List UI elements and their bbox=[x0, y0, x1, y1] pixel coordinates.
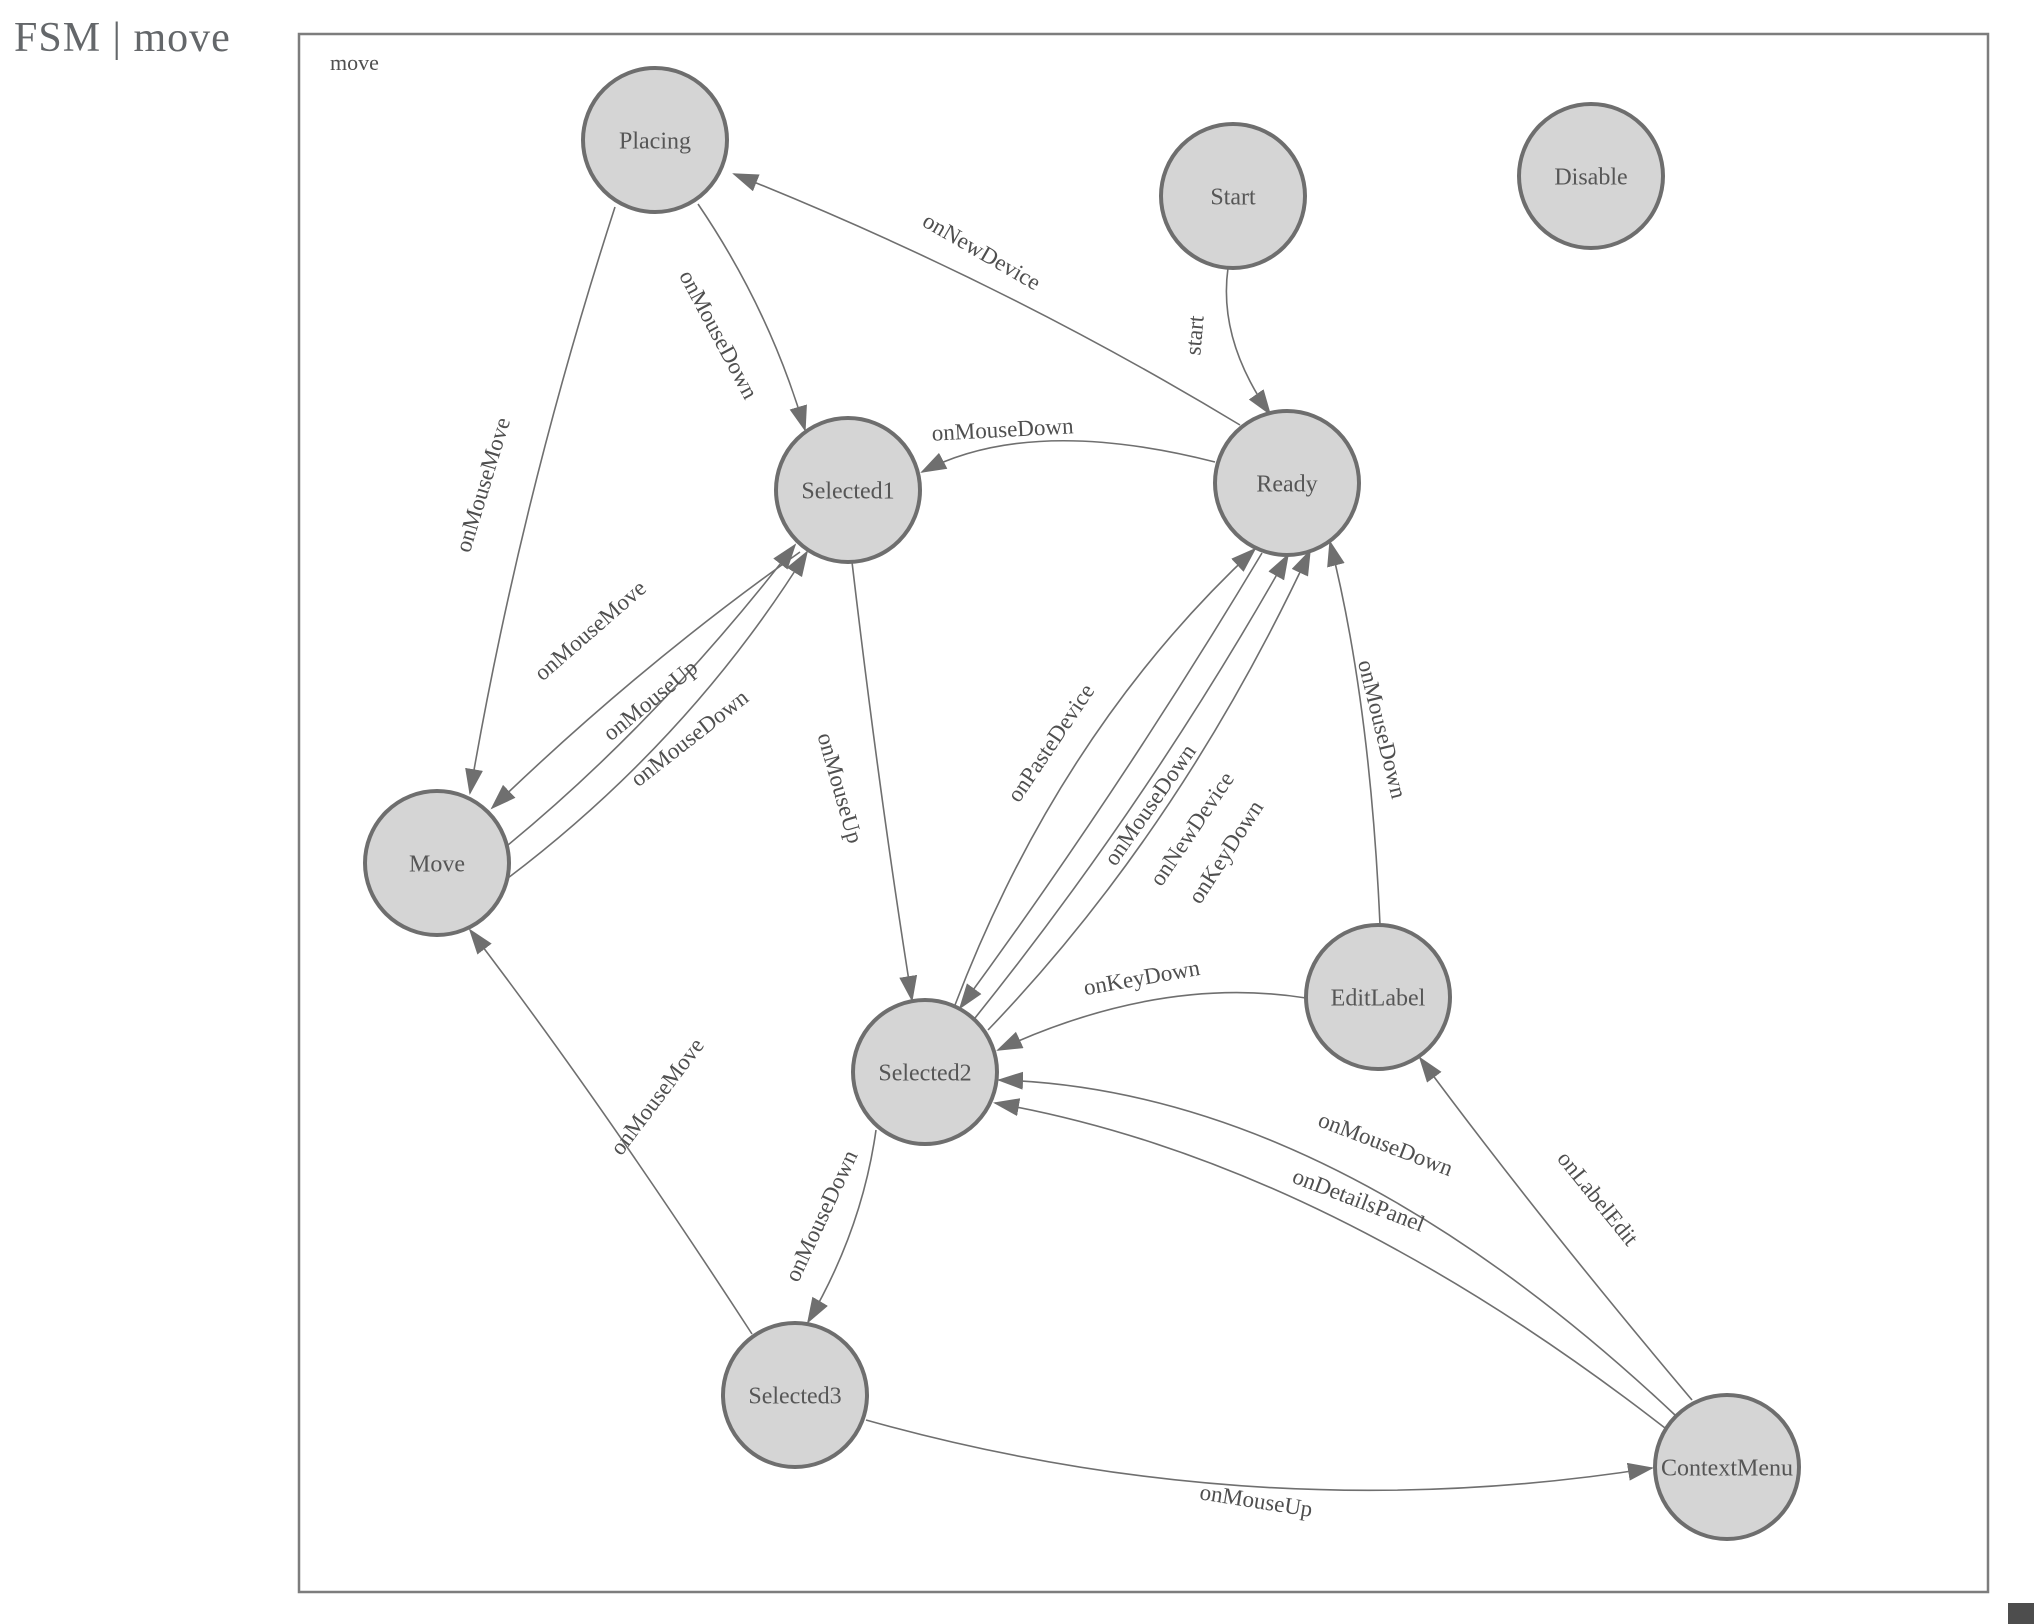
state-label: Placing bbox=[619, 128, 691, 154]
state-label: Ready bbox=[1256, 471, 1317, 497]
edge-label: onMouseMove bbox=[529, 575, 651, 685]
edge-placing-move: onMouseMove bbox=[451, 206, 616, 795]
state-node-disable[interactable]: Disable bbox=[1517, 102, 1665, 250]
state-label: Selected3 bbox=[748, 1383, 841, 1409]
edge-label: onLabelEdit bbox=[1552, 1146, 1643, 1251]
state-node-selected2[interactable]: Selected2 bbox=[851, 998, 999, 1146]
state-node-placing[interactable]: Placing bbox=[581, 66, 729, 214]
edge-ready-selected1: onMouseDown bbox=[920, 413, 1216, 473]
edge-label: onMouseDown bbox=[674, 266, 763, 403]
edge-label: onMouseUp bbox=[813, 730, 868, 846]
resize-corner bbox=[2008, 1603, 2034, 1624]
edge-label: onMouseDown bbox=[1353, 657, 1412, 801]
edge-selected1-selected2: onMouseUp bbox=[813, 561, 918, 1002]
edge-selected3-contextmenu: onMouseUp bbox=[865, 1419, 1654, 1522]
edge-move-selected1-up: onMouseUp bbox=[507, 543, 797, 846]
edge-start-ready: start bbox=[1180, 267, 1272, 416]
edge-contextmenu-selected2-mousedown: onMouseDown bbox=[997, 1071, 1676, 1416]
edges-layer: onNewDevice start onMouseDown onMouseDow… bbox=[451, 173, 1693, 1522]
state-node-selected3[interactable]: Selected3 bbox=[721, 1321, 869, 1469]
state-node-ready[interactable]: Ready bbox=[1213, 409, 1361, 557]
nodes-layer: Placing Start Disable Selected1 Ready Mo… bbox=[363, 66, 1801, 1541]
edge-move-selected1-down: onMouseDown bbox=[507, 550, 809, 879]
state-node-selected1[interactable]: Selected1 bbox=[774, 416, 922, 564]
state-node-contextmenu[interactable]: ContextMenu bbox=[1653, 1393, 1801, 1541]
page-title: FSM | move bbox=[14, 15, 231, 61]
edge-editlabel-ready: onMouseDown bbox=[1327, 540, 1412, 926]
state-label: Selected2 bbox=[878, 1060, 971, 1086]
edge-placing-selected1: onMouseDown bbox=[674, 203, 807, 432]
edge-selected2-selected3: onMouseDown bbox=[780, 1129, 877, 1324]
state-label: ContextMenu bbox=[1661, 1455, 1793, 1481]
state-node-editlabel[interactable]: EditLabel bbox=[1304, 923, 1452, 1071]
edge-label: onNewDevice bbox=[919, 208, 1045, 295]
state-label: Move bbox=[409, 851, 465, 877]
edge-label: onKeyDown bbox=[1082, 955, 1203, 1000]
state-label: Start bbox=[1210, 184, 1256, 210]
edge-selected2-ready-paste: onPasteDevice bbox=[954, 547, 1257, 1006]
state-label: Disable bbox=[1554, 164, 1627, 190]
edge-label: onMouseUp bbox=[1198, 1479, 1314, 1521]
edge-label: onPasteDevice bbox=[1002, 679, 1099, 806]
edge-label: start bbox=[1180, 314, 1208, 356]
edge-label: onMouseDown bbox=[780, 1146, 863, 1286]
state-label: EditLabel bbox=[1331, 985, 1426, 1011]
edge-label: onMouseMove bbox=[605, 1033, 709, 1159]
edge-label: onDetailsPanel bbox=[1289, 1163, 1428, 1236]
cluster-label: move bbox=[330, 50, 379, 75]
edge-label: onMouseMove bbox=[451, 415, 516, 556]
state-node-start[interactable]: Start bbox=[1159, 122, 1307, 270]
state-label: Selected1 bbox=[801, 478, 894, 504]
edge-selected3-move: onMouseMove bbox=[468, 928, 753, 1335]
cluster-border bbox=[297, 32, 1990, 1594]
state-node-move[interactable]: Move bbox=[363, 789, 511, 937]
